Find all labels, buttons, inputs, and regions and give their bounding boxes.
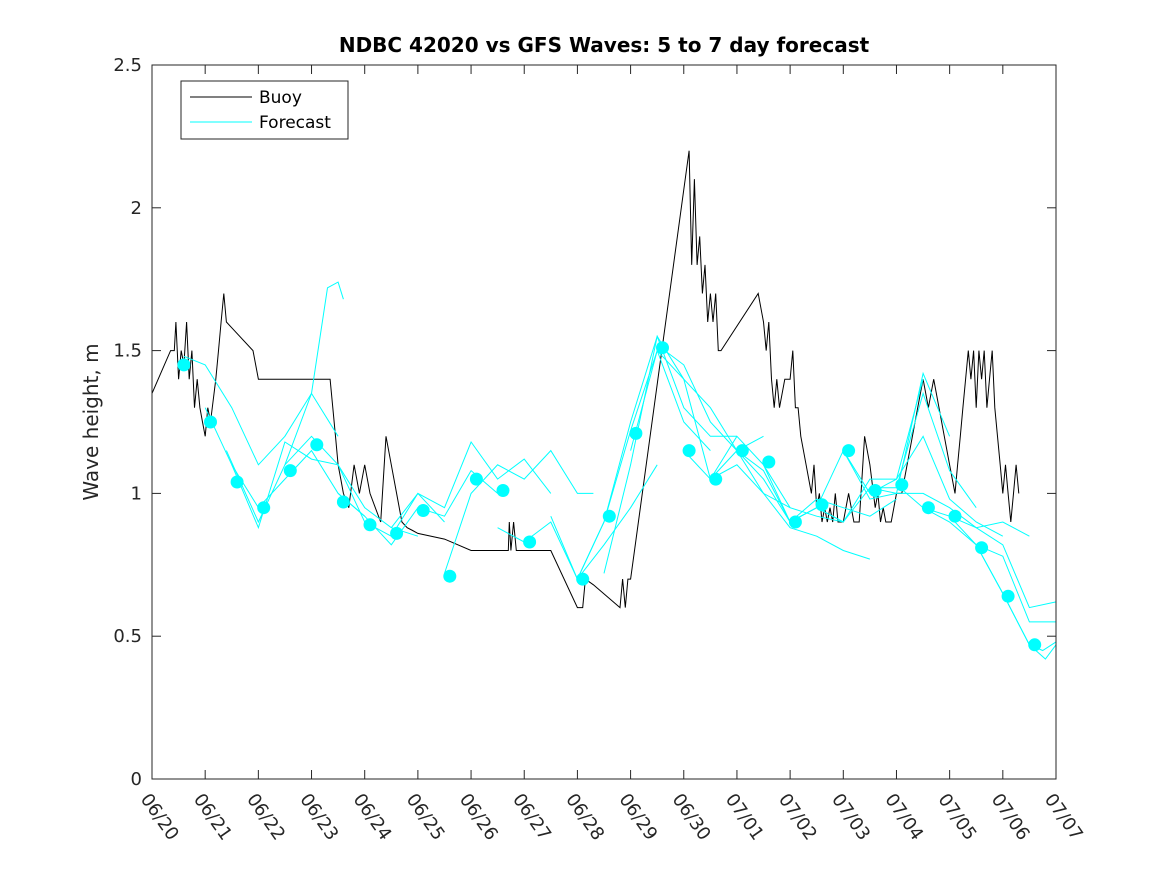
legend-label-buoy: Buoy xyxy=(259,88,302,108)
legend: Buoy Forecast xyxy=(180,80,349,140)
y-tick-label: 0.5 xyxy=(113,626,142,647)
forecast-point xyxy=(709,472,723,486)
forecast-point xyxy=(416,504,430,517)
x-tick-label: 07/05 xyxy=(934,790,981,845)
legend-label-forecast: Forecast xyxy=(259,113,331,133)
forecast-point xyxy=(443,569,457,583)
forecast-point xyxy=(283,464,297,478)
x-tick-label: 07/03 xyxy=(827,790,874,845)
forecast-point xyxy=(948,509,962,523)
forecast-point xyxy=(815,498,829,512)
forecast-point xyxy=(390,526,404,540)
forecast-point xyxy=(842,444,856,458)
forecast-point xyxy=(656,341,669,355)
x-tick-label: 06/21 xyxy=(189,790,236,845)
y-tick-label: 2.5 xyxy=(113,55,142,76)
forecast-point xyxy=(921,501,935,515)
y-axis-label: Wave height, m xyxy=(79,343,103,500)
forecast-point xyxy=(868,484,882,497)
x-tick-label: 06/27 xyxy=(508,790,555,845)
forecast-point xyxy=(336,495,350,509)
x-tick-label: 06/30 xyxy=(668,790,715,845)
x-tick-label: 06/29 xyxy=(614,790,661,845)
forecast-point xyxy=(204,415,217,429)
forecast-point xyxy=(1028,638,1042,652)
forecast-point xyxy=(735,444,749,458)
forecast-point xyxy=(895,478,909,492)
y-tick-label: 1.5 xyxy=(113,341,142,362)
forecast-point xyxy=(177,358,191,372)
y-tick-label: 1 xyxy=(131,483,142,504)
x-tick-label: 06/23 xyxy=(295,790,342,845)
x-tick-label: 06/28 xyxy=(561,790,608,845)
chart-title: NDBC 42020 vs GFS Waves: 5 to 7 day fore… xyxy=(339,33,870,57)
forecast-point xyxy=(310,438,324,452)
forecast-point xyxy=(602,509,616,523)
x-tick-label: 06/26 xyxy=(455,790,502,845)
forecast-line xyxy=(444,449,594,574)
x-tick-label: 06/24 xyxy=(349,790,396,845)
buoy-series xyxy=(151,150,1020,609)
forecast-line xyxy=(225,281,344,524)
y-axis-ticks: 0 0.5 1 1.5 2 2.5 xyxy=(113,55,1056,790)
forecast-point xyxy=(230,475,244,489)
buoy-line xyxy=(151,150,1020,609)
x-tick-label: 06/22 xyxy=(242,790,289,845)
forecast-point xyxy=(1001,589,1015,603)
x-tick-label: 06/20 xyxy=(136,790,183,845)
forecast-point xyxy=(629,426,643,440)
x-tick-label: 07/04 xyxy=(880,790,927,845)
forecast-point xyxy=(469,472,483,486)
forecast-point xyxy=(363,518,377,532)
plot-frame xyxy=(151,64,1057,780)
plot-background xyxy=(152,65,1056,779)
x-tick-label: 06/25 xyxy=(402,790,449,845)
forecast-line xyxy=(390,440,552,529)
forecast-point xyxy=(257,501,271,515)
x-tick-label: 07/06 xyxy=(987,790,1034,845)
forecast-point xyxy=(523,535,537,549)
forecast-point xyxy=(788,515,802,529)
forecast-point xyxy=(975,541,989,555)
forecast-line xyxy=(869,487,1030,537)
forecast-point xyxy=(762,455,776,469)
forecast-line xyxy=(736,450,897,523)
y-tick-label: 2 xyxy=(131,198,142,219)
x-tick-label: 07/01 xyxy=(721,790,768,845)
y-tick-label: 0 xyxy=(131,769,142,790)
forecast-point xyxy=(576,572,590,586)
x-tick-label: 07/07 xyxy=(1040,790,1087,845)
legend-box xyxy=(180,80,349,140)
x-tick-label: 07/02 xyxy=(774,790,821,845)
forecast-points xyxy=(177,341,1042,652)
forecast-point xyxy=(496,484,510,497)
forecast-line xyxy=(922,507,1056,623)
forecast-point xyxy=(682,444,696,458)
